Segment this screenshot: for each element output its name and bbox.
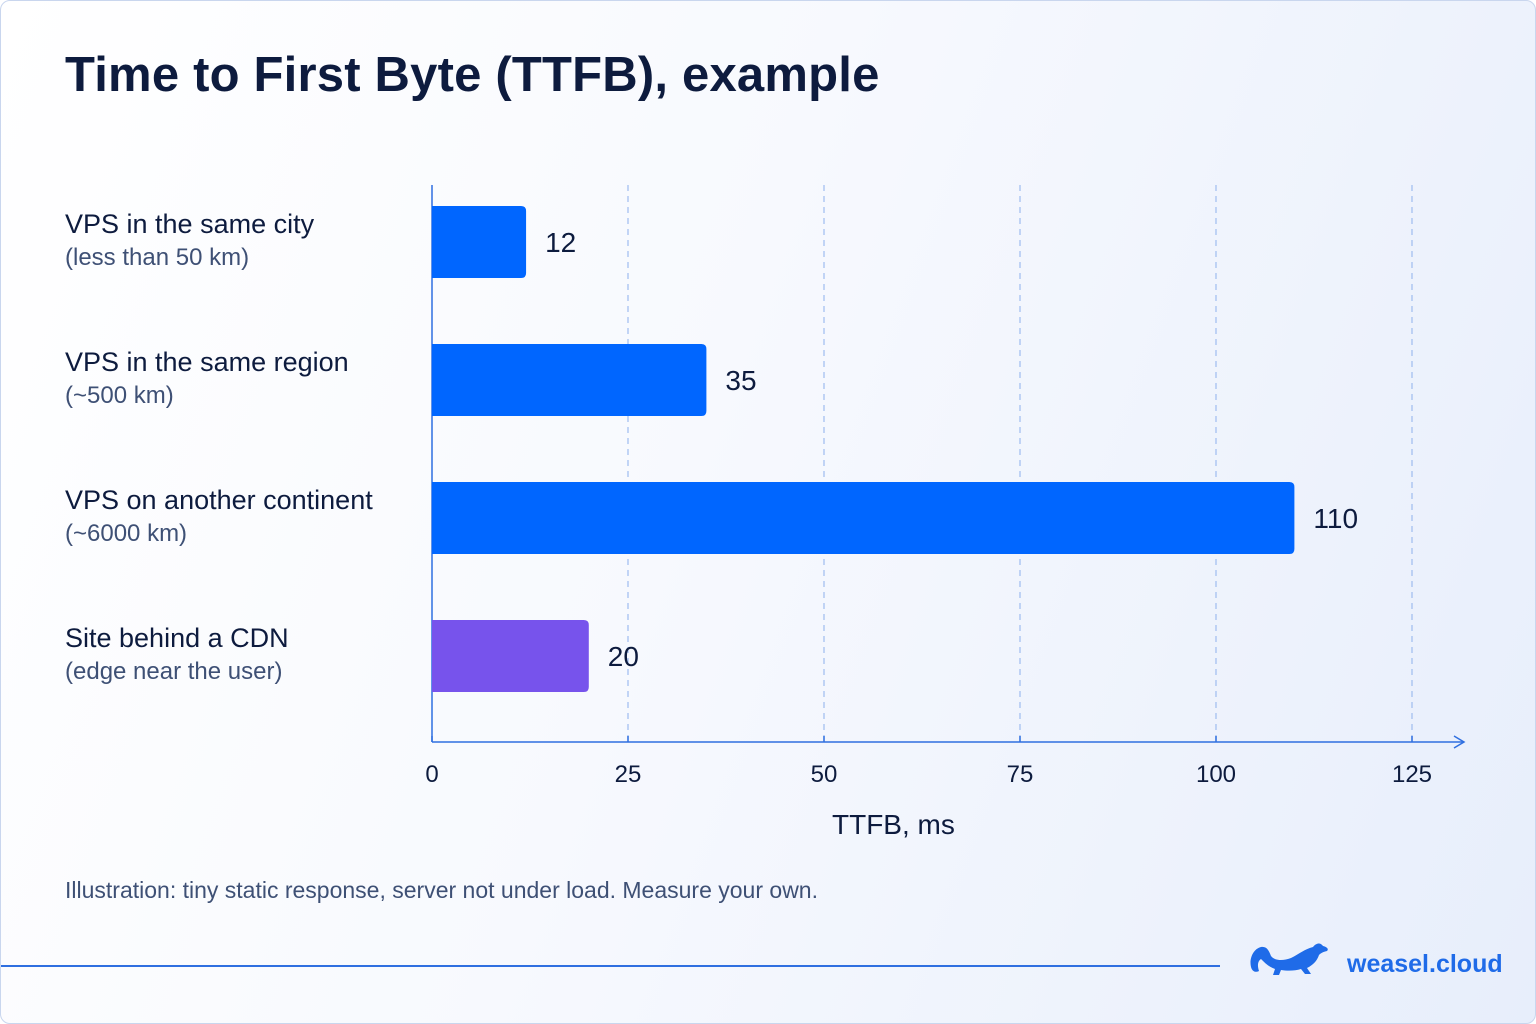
footer-divider <box>1 965 1220 967</box>
bar-3 <box>432 482 1295 554</box>
x-tick-label-0: 0 <box>425 761 438 788</box>
x-tick-label-75: 75 <box>1007 761 1034 788</box>
value-label-2: 35 <box>725 365 756 396</box>
bar-4 <box>432 620 589 692</box>
x-tick-label-25: 25 <box>615 761 642 788</box>
value-label-3: 110 <box>1313 503 1358 534</box>
category-label-1: VPS in the same city (less than 50 km) <box>65 207 314 275</box>
category-sublabel: (~6000 km) <box>65 520 188 547</box>
chart-title: Time to First Byte (TTFB), example <box>65 48 880 102</box>
value-label-4: 20 <box>608 641 639 672</box>
category-sublabel: (edge near the user) <box>65 658 283 685</box>
category-name: Site behind a CDN <box>65 623 289 653</box>
category-label-2: VPS in the same region (~500 km) <box>65 345 349 413</box>
category-label-3: VPS on another continent (~6000 km) <box>65 483 373 551</box>
category-name: VPS in the same city <box>65 209 315 239</box>
x-tick-label-100: 100 <box>1196 761 1236 788</box>
category-name: VPS in the same region <box>65 347 349 377</box>
x-axis-label: TTFB, ms <box>832 809 955 840</box>
value-label-1: 12 <box>545 227 576 258</box>
chart-note: Illustration: tiny static response, serv… <box>65 877 818 903</box>
category-name: VPS on another continent <box>65 485 373 515</box>
bar-1 <box>432 206 527 278</box>
category-label-4: Site behind a CDN (edge near the user) <box>65 621 289 689</box>
x-tick-label-50: 50 <box>811 761 838 788</box>
x-axis-arrow <box>1453 735 1466 749</box>
weasel-icon <box>1250 943 1328 975</box>
x-tick-label-125: 125 <box>1392 761 1432 788</box>
bar-2 <box>432 344 707 416</box>
category-sublabel: (~500 km) <box>65 382 174 409</box>
category-sublabel: (less than 50 km) <box>65 244 250 271</box>
brand-name: weasel.cloud <box>1347 950 1503 978</box>
